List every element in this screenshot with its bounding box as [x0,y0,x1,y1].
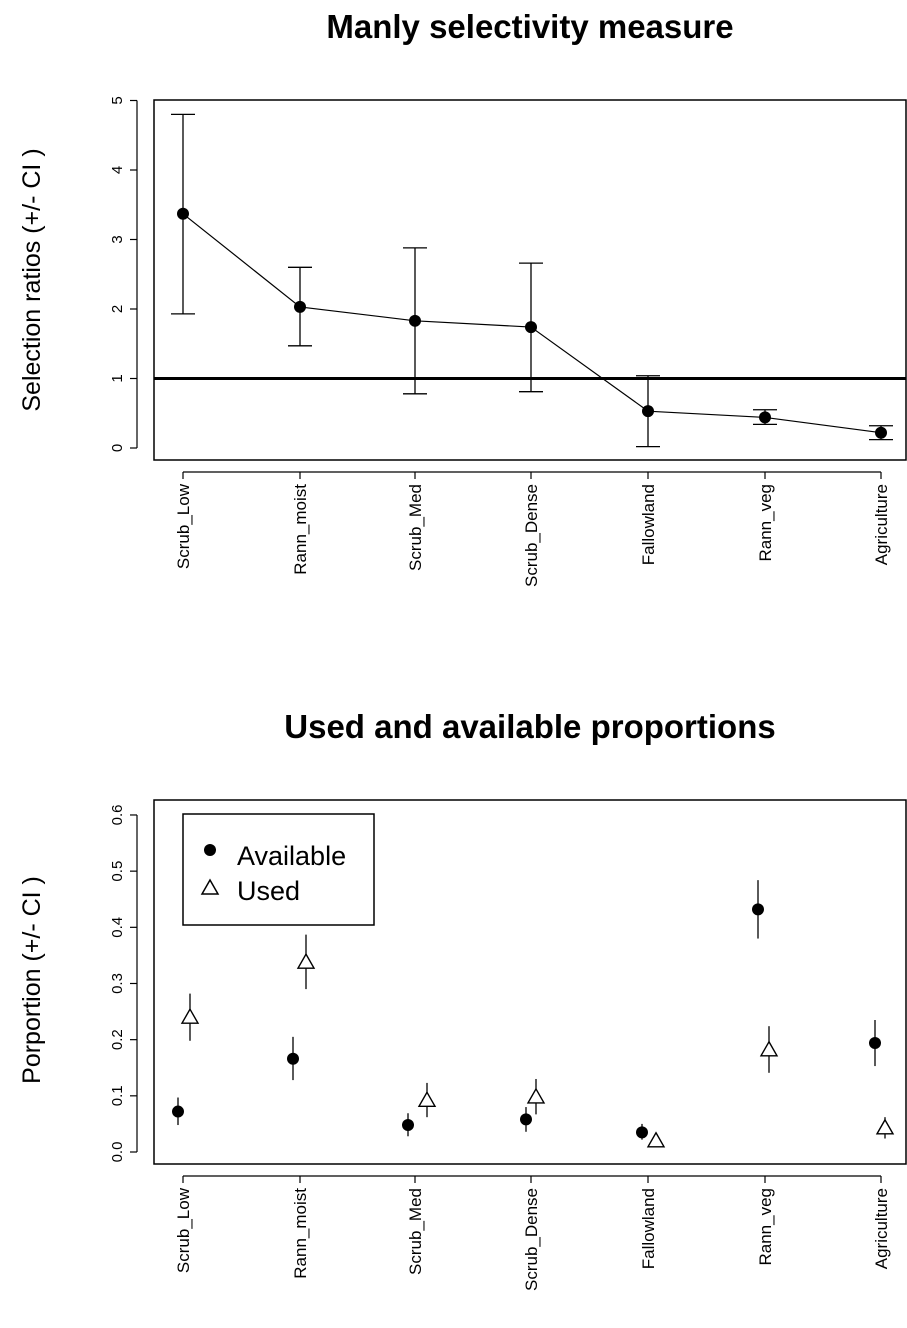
available-point [636,1126,648,1139]
x-tick-label: Scrub_Low [174,1187,193,1273]
data-point [642,405,654,418]
legend-available-label: Available [237,841,346,871]
x-tick-label: Fallowland [639,1188,658,1269]
used-point [417,1090,437,1108]
chart2-marks [172,880,895,1148]
y-tick-label: 0.3 [109,973,126,994]
chart2-y-axis: 0.0 0.1 0.2 0.3 0.4 0.5 0.6 [109,805,138,1163]
data-point [759,411,771,424]
x-tick-label: Rann_moist [291,1188,310,1279]
used-point [526,1087,546,1104]
y-tick-label: 0 [109,444,126,452]
used-point [646,1131,666,1148]
y-tick-label: 0.2 [109,1029,126,1050]
available-point [402,1119,414,1132]
available-point [752,903,764,916]
y-tick-label: 1 [109,374,126,382]
chart2-x-axis: Scrub_Low Rann_moist Scrub_Med Scrub_Dense F… [174,1175,891,1291]
chart2-legend: Available Used [182,813,375,926]
used-point [296,952,316,969]
x-tick-label: Rann_moist [291,484,310,575]
y-tick-label: 4 [109,166,126,174]
selectivity-chart: Manly selectivity measure Selection rati… [18,8,907,587]
x-tick-label: Scrub_Low [174,483,193,569]
chart1-plot-frame [153,99,907,461]
y-tick-label: 0.5 [109,861,126,882]
used-point [180,1007,200,1024]
data-point [177,207,189,220]
available-point [172,1105,184,1118]
y-tick-label: 0.4 [109,917,126,938]
chart1-y-axis-label: Selection ratios (+/- CI ) [18,148,46,411]
available-point [869,1037,881,1050]
chart2-title: Used and available proportions [284,708,775,745]
chart1-title: Manly selectivity measure [326,8,733,45]
chart2-plot-frame [153,799,907,1165]
x-tick-label: Rann_veg [756,484,775,562]
legend-used-label: Used [237,876,300,906]
x-tick-label: Scrub_Med [406,1188,425,1275]
used-point [875,1118,895,1135]
y-tick-label: 0.6 [109,805,126,826]
y-tick-label: 2 [109,305,126,313]
y-tick-label: 0.1 [109,1085,126,1106]
available-point [287,1052,299,1065]
chart1-y-axis: 0 1 2 3 4 5 [109,96,138,452]
legend-used-marker [200,878,220,895]
x-tick-label: Rann_veg [756,1188,775,1266]
legend-available-marker [204,844,216,856]
available-point [520,1113,532,1126]
x-tick-label: Scrub_Dense [522,1188,541,1291]
legend-box [182,813,375,926]
data-point [525,321,537,334]
x-tick-label: Scrub_Dense [522,484,541,587]
x-tick-label: Scrub_Med [406,484,425,571]
data-point [875,426,887,439]
used-point [759,1040,779,1057]
data-point [294,300,306,313]
chart1-x-axis: Scrub_Low Rann_moist Scrub_Med Scrub_Dense F… [174,471,891,587]
y-tick-label: 3 [109,235,126,243]
y-tick-label: 5 [109,96,126,104]
x-tick-label: Agriculture [872,1188,891,1269]
proportions-chart: Used and available proportions Porportio… [18,708,907,1291]
data-point [409,314,421,327]
y-tick-label: 0.0 [109,1142,126,1163]
chart1-marks [154,113,906,448]
x-tick-label: Agriculture [872,484,891,565]
chart2-y-axis-label: Porportion (+/- CI ) [18,876,46,1084]
x-tick-label: Fallowland [639,484,658,565]
